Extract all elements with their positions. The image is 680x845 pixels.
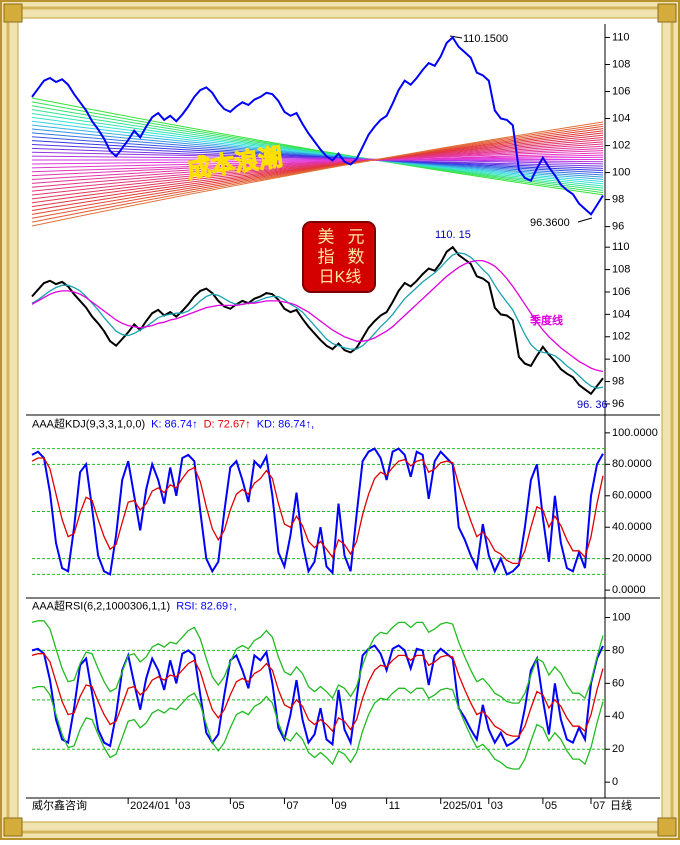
- y-tick-label: 100: [612, 611, 630, 623]
- series-line: [31, 457, 604, 565]
- panel-header: AAA超RSI(6,2,1000306,1,1): [32, 598, 170, 612]
- annotation: 110. 15: [435, 229, 471, 241]
- annotation: 110.1500: [463, 33, 508, 45]
- panel-header: K: 86.74↑: [151, 418, 197, 430]
- x-tick-label: 11: [389, 800, 400, 812]
- logo-text: 元: [348, 227, 365, 246]
- cost-wave: [31, 132, 604, 208]
- y-tick-label: 98: [612, 193, 624, 205]
- cost-wave: [31, 125, 604, 219]
- panel-header: D: 72.67↑: [204, 418, 251, 430]
- cost-wave: [31, 147, 604, 180]
- series-line: [31, 252, 604, 389]
- annotation-leader: [449, 35, 463, 39]
- corner: [3, 3, 23, 23]
- cost-wave: [31, 154, 604, 169]
- y-tick-label: 108: [612, 58, 630, 70]
- y-tick-label: 100: [612, 353, 630, 365]
- cost-wave: [31, 145, 604, 184]
- series-line: [31, 620, 604, 704]
- y-tick-label: 110: [612, 241, 630, 253]
- series-line: [31, 245, 604, 396]
- panel-header: RSI: 82.69↑,: [176, 600, 237, 612]
- y-tick-label: 108: [612, 263, 630, 275]
- cost-wave: [31, 97, 604, 196]
- y-tick-label: 60.0000: [612, 490, 652, 502]
- cost-wave: [31, 121, 604, 227]
- y-tick-label: 102: [612, 331, 630, 343]
- y-tick-label: 98: [612, 375, 624, 387]
- cost-wave: [31, 132, 604, 176]
- y-tick-label: 96: [612, 221, 624, 233]
- y-tick-label: 104: [612, 308, 630, 320]
- y-tick-label: 100: [612, 166, 630, 178]
- y-tick-label: 0: [612, 776, 618, 788]
- annotation: 96. 36: [577, 399, 608, 411]
- x-tick-label: 07: [593, 800, 605, 812]
- corner: [657, 817, 677, 837]
- x-tick-label: 2025/01: [443, 800, 483, 812]
- cost-wave: [31, 123, 604, 223]
- logo-text: 美: [318, 227, 335, 246]
- period-label: 日线: [610, 798, 632, 812]
- y-tick-label: 20.0000: [612, 553, 652, 565]
- y-tick-label: 96: [612, 398, 624, 410]
- frame-inner: [6, 6, 674, 834]
- logo: 美 元 指 数 日K线: [302, 221, 376, 293]
- logo-box: [302, 221, 376, 293]
- panel-header: KD: 86.74↑,: [257, 418, 314, 430]
- y-tick-label: 20: [612, 743, 624, 755]
- cost-wave: [31, 136, 604, 174]
- x-tick-label: 03: [491, 800, 503, 812]
- y-tick-label: 80: [612, 644, 624, 656]
- y-tick-label: 106: [612, 85, 630, 97]
- cost-wave: [31, 159, 604, 161]
- series-label: 季度线: [529, 313, 563, 327]
- cost-wave: [31, 139, 604, 196]
- y-tick-label: 40.0000: [612, 521, 652, 533]
- cost-wave: [31, 143, 604, 188]
- y-tick-label: 100.0000: [612, 427, 658, 439]
- x-tick-label: 05: [232, 800, 244, 812]
- cost-wave: [31, 128, 604, 178]
- corner: [3, 817, 23, 837]
- logo-text: 数: [348, 247, 365, 266]
- x-tick-label: 03: [178, 800, 190, 812]
- y-tick-label: 102: [612, 139, 630, 151]
- cost-wave: [31, 124, 604, 180]
- y-tick-label: 104: [612, 112, 630, 124]
- corner: [657, 3, 677, 23]
- x-tick-label: 2024/01: [130, 800, 170, 812]
- y-tick-label: 40: [612, 710, 624, 722]
- annotation-leader: [577, 217, 593, 223]
- y-tick-label: 80.0000: [612, 458, 652, 470]
- y-tick-label: 60: [612, 677, 624, 689]
- cost-wave: [31, 141, 604, 192]
- corner-ornaments: [3, 3, 677, 837]
- panel-header: AAA超KDJ(9,3,3,1,0,0): [32, 416, 145, 430]
- y-tick-label: 0.0000: [612, 584, 646, 596]
- series-line: [31, 35, 604, 216]
- y-tick-label: 106: [612, 286, 630, 298]
- x-tick-label: 05: [545, 800, 557, 812]
- series-line: [31, 259, 604, 373]
- cost-wave: [31, 128, 604, 215]
- series-line: [31, 685, 604, 770]
- x-tick-label: 07: [286, 800, 298, 812]
- source: 威尔鑫咨询: [32, 798, 87, 812]
- cost-wave: [31, 134, 604, 204]
- cost-wave: [31, 150, 604, 177]
- logo-text: 日K线: [319, 268, 362, 286]
- cost-wave: [31, 140, 604, 172]
- cost-wave: [31, 156, 604, 165]
- annotation: 96.3600: [530, 217, 570, 229]
- logo-text: 指: [318, 247, 335, 266]
- cost-wave: [31, 136, 604, 200]
- y-tick-label: 110: [612, 31, 630, 43]
- cost-wave: [31, 130, 604, 211]
- series-line: [31, 653, 604, 737]
- x-tick-label: 09: [335, 800, 347, 812]
